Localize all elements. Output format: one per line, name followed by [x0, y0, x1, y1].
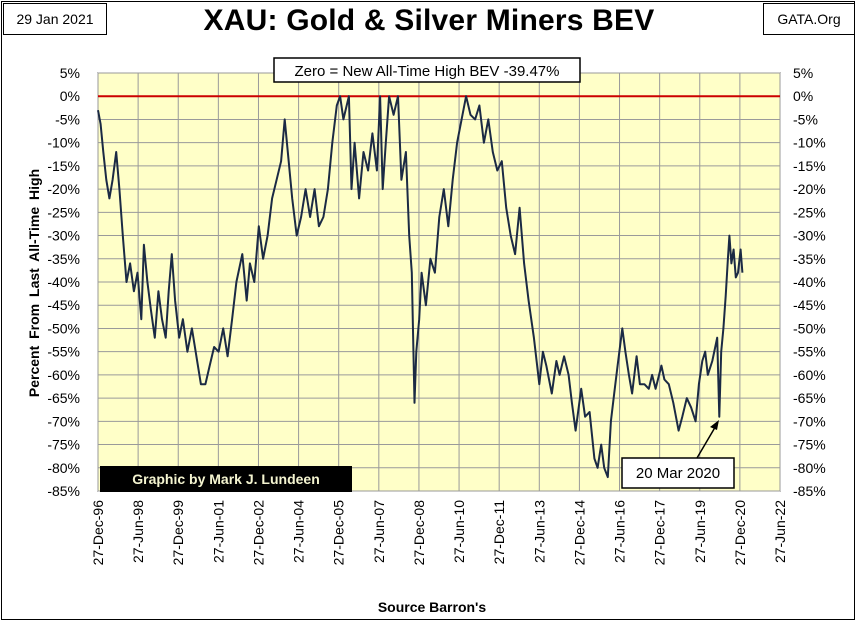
y-tick-label: -55% — [47, 344, 80, 360]
x-tick-label: 27-Dec-02 — [250, 500, 266, 566]
x-tick-label: 27-Dec-08 — [411, 500, 427, 566]
y-tick-label-right: -10% — [793, 135, 826, 151]
y-tick-label-right: -60% — [793, 367, 826, 383]
credit-box: Graphic by Mark J. Lundeen — [100, 466, 352, 492]
x-tick-label: 27-Dec-11 — [491, 500, 507, 565]
y-tick-label-right: -70% — [793, 413, 826, 429]
y-tick-label: -5% — [55, 111, 80, 127]
y-tick-label: -85% — [47, 483, 80, 499]
y-tick-label: -80% — [47, 460, 80, 476]
x-tick-label: 27-Jun-10 — [451, 500, 467, 563]
x-tick-label: 27-Jun-19 — [692, 500, 708, 563]
y-tick-label-right: -40% — [793, 274, 826, 290]
x-tick-label: 27-Jun-01 — [210, 500, 226, 563]
y-axis-label: Percent From Last All-Time High — [26, 169, 42, 397]
y-tick-label-right: -85% — [793, 483, 826, 499]
x-tick-label: 27-Jun-04 — [291, 500, 307, 563]
x-tick-label: 27-Jun-13 — [531, 500, 547, 563]
y-tick-label-right: -30% — [793, 228, 826, 244]
y-tick-label-right: -5% — [793, 111, 818, 127]
y-tick-label: 0% — [60, 88, 80, 104]
y-tick-label: -30% — [47, 228, 80, 244]
y-tick-label-right: -20% — [793, 181, 826, 197]
y-tick-label-right: 0% — [793, 88, 813, 104]
y-tick-label: -40% — [47, 274, 80, 290]
y-tick-label-right: -75% — [793, 437, 826, 453]
credit-label: Graphic by Mark J. Lundeen — [132, 471, 320, 487]
x-tick-label: 27-Dec-17 — [652, 500, 668, 566]
annotation-label: 20 Mar 2020 — [636, 465, 720, 482]
x-tick-label: 27-Jun-22 — [772, 500, 788, 563]
annotation-arrowhead — [710, 420, 719, 430]
x-tick-label: 27-Dec-20 — [732, 500, 748, 566]
x-tick-label: 27-Dec-99 — [170, 500, 186, 566]
y-tick-label: -10% — [47, 135, 80, 151]
y-axis-right: 5% 0% -5% -10% -15% -20% -25% -30% -35% -40% -45% -… — [793, 65, 826, 499]
y-tick-label: -75% — [47, 437, 80, 453]
y-tick-label: -60% — [47, 367, 80, 383]
y-tick-label-right: 5% — [793, 65, 813, 81]
y-tick-label: -50% — [47, 320, 80, 336]
date-label: 29 Jan 2021 — [3, 3, 107, 35]
y-tick-label-right: -55% — [793, 344, 826, 360]
series-group — [97, 95, 744, 479]
x-axis-label: Source Barron's — [378, 599, 487, 615]
y-tick-label-right: -35% — [793, 251, 826, 267]
y-tick-label-right: -25% — [793, 204, 826, 220]
source-site-label: GATA.Org — [763, 3, 855, 35]
y-tick-label: -35% — [47, 251, 80, 267]
y-tick-label: -25% — [47, 204, 80, 220]
y-tick-label: -65% — [47, 390, 80, 406]
x-tick-label: 27-Jun-98 — [130, 500, 146, 563]
subtitle-box: Zero = New All-Time High BEV -39.47% — [273, 57, 581, 83]
chart-subtitle: Zero = New All-Time High BEV -39.47% — [295, 63, 560, 80]
y-tick-label: -15% — [47, 158, 80, 174]
y-axis-left: 5% 0% -5% -10% -15% -20% -25% -30% -35% -40% -45% -… — [47, 65, 80, 499]
x-tick-label: 27-Dec-05 — [331, 500, 347, 566]
series-line — [97, 95, 744, 479]
y-tick-label-right: -80% — [793, 460, 826, 476]
y-tick-label: -70% — [47, 413, 80, 429]
x-tick-label: 27-Dec-96 — [90, 500, 106, 566]
x-axis: 27-Dec-96 27-Jun-98 27-Dec-99 27-Jun-01 27-D… — [90, 500, 788, 566]
x-tick-label: 27-Jun-16 — [612, 500, 628, 563]
x-tick-label: 27-Jun-07 — [371, 500, 387, 563]
y-tick-label-right: -65% — [793, 390, 826, 406]
annotation-arrow — [696, 423, 718, 459]
y-tick-label: -20% — [47, 181, 80, 197]
y-tick-label: -45% — [47, 297, 80, 313]
y-tick-label-right: -15% — [793, 158, 826, 174]
y-tick-label-right: -45% — [793, 297, 826, 313]
y-tick-label-right: -50% — [793, 320, 826, 336]
x-tick-label: 27-Dec-14 — [571, 500, 587, 566]
annotation: 20 Mar 2020 — [621, 420, 735, 489]
chart-title: XAU: Gold & Silver Miners BEV — [203, 4, 655, 37]
y-tick-label: 5% — [60, 65, 80, 81]
